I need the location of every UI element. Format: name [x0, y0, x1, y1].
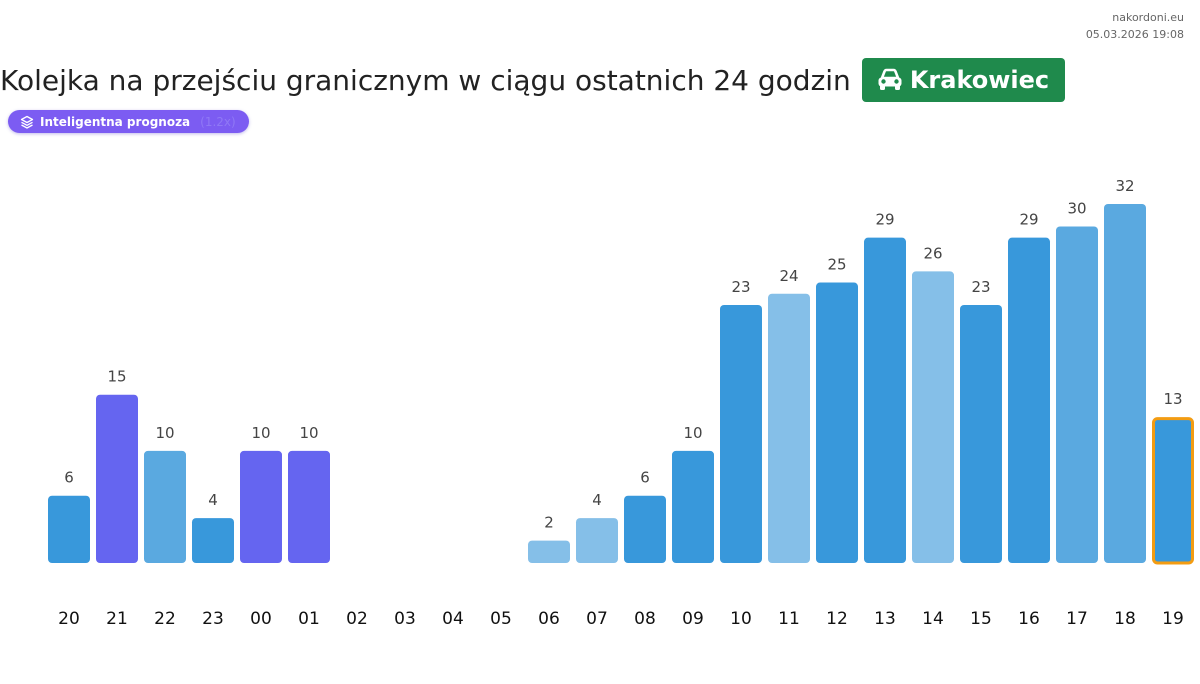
bar-01: [288, 450, 330, 563]
x-tick-05: 05: [490, 609, 512, 629]
bar-16: [1008, 237, 1050, 563]
bar-06: [528, 540, 570, 563]
layers-icon: [20, 115, 34, 129]
x-tick-06: 06: [538, 609, 560, 629]
value-label-06: 2: [544, 514, 554, 532]
value-label-09: 10: [683, 424, 702, 442]
value-label-08: 6: [640, 469, 650, 487]
value-label-16: 29: [1019, 211, 1038, 229]
x-tick-17: 17: [1066, 609, 1088, 629]
bar-00: [240, 450, 282, 563]
bar-09: [672, 450, 714, 563]
value-label-22: 10: [155, 424, 174, 442]
x-tick-03: 03: [394, 609, 416, 629]
chart-title: Kolejka na przejściu granicznym w ciągu …: [0, 63, 851, 97]
value-label-00: 10: [251, 424, 270, 442]
x-tick-02: 02: [346, 609, 368, 629]
location-badge[interactable]: Krakowiec: [861, 58, 1066, 102]
x-tick-16: 16: [1018, 609, 1040, 629]
value-label-01: 10: [299, 424, 318, 442]
value-label-17: 30: [1067, 199, 1086, 217]
x-tick-10: 10: [730, 609, 752, 629]
bar-10: [720, 304, 762, 563]
forecast-multiplier: (1.2x): [200, 114, 236, 129]
x-tick-07: 07: [586, 609, 608, 629]
title-row: Kolejka na przejściu granicznym w ciągu …: [0, 58, 1066, 102]
bar-18: [1104, 204, 1146, 563]
x-tick-23: 23: [202, 609, 224, 629]
x-tick-22: 22: [154, 609, 176, 629]
value-label-15: 23: [971, 278, 990, 296]
forecast-label: Inteligentna prognoza: [40, 114, 191, 129]
x-tick-13: 13: [874, 609, 896, 629]
value-label-10: 23: [731, 278, 750, 296]
x-tick-15: 15: [970, 609, 992, 629]
source-site: nakordoni.eu: [1112, 11, 1184, 24]
source-info: nakordoni.eu 05.03.2026 19:08: [1086, 9, 1184, 43]
x-tick-00: 00: [250, 609, 272, 629]
x-tick-18: 18: [1114, 609, 1136, 629]
bar-20: [48, 495, 90, 563]
x-tick-21: 21: [106, 609, 128, 629]
value-label-12: 25: [827, 256, 846, 274]
value-label-13: 29: [875, 211, 894, 229]
bar-08: [624, 495, 666, 563]
source-timestamp: 05.03.2026 19:08: [1085, 28, 1184, 41]
value-label-14: 26: [923, 244, 942, 262]
x-tick-09: 09: [682, 609, 704, 629]
x-tick-08: 08: [634, 609, 656, 629]
bar-23: [192, 518, 234, 563]
bar-15: [960, 304, 1002, 563]
bar-14: [912, 271, 954, 563]
x-tick-20: 20: [58, 609, 80, 629]
bar-22: [144, 450, 186, 563]
value-label-20: 6: [64, 469, 74, 487]
location-name: Krakowiec: [909, 66, 1050, 94]
bar-12: [816, 282, 858, 563]
value-label-11: 24: [779, 267, 798, 285]
value-label-07: 4: [592, 491, 602, 509]
value-label-23: 4: [208, 491, 218, 509]
value-label-18: 32: [1115, 177, 1134, 195]
x-tick-12: 12: [826, 609, 848, 629]
bar-21: [96, 394, 138, 563]
forecast-pill[interactable]: Inteligentna prognoza (1.2x): [8, 110, 249, 133]
x-tick-01: 01: [298, 609, 320, 629]
value-label-19: 13: [1163, 390, 1182, 408]
x-tick-04: 04: [442, 609, 464, 629]
car-icon: [878, 68, 902, 90]
bar-07: [576, 518, 618, 563]
bar-13: [864, 237, 906, 563]
x-tick-11: 11: [778, 609, 800, 629]
x-tick-14: 14: [922, 609, 944, 629]
bar-19-current: [1152, 417, 1194, 565]
value-label-21: 15: [107, 368, 126, 386]
bar-17: [1056, 226, 1098, 563]
x-tick-19: 19: [1162, 609, 1184, 629]
bar-11: [768, 293, 810, 563]
